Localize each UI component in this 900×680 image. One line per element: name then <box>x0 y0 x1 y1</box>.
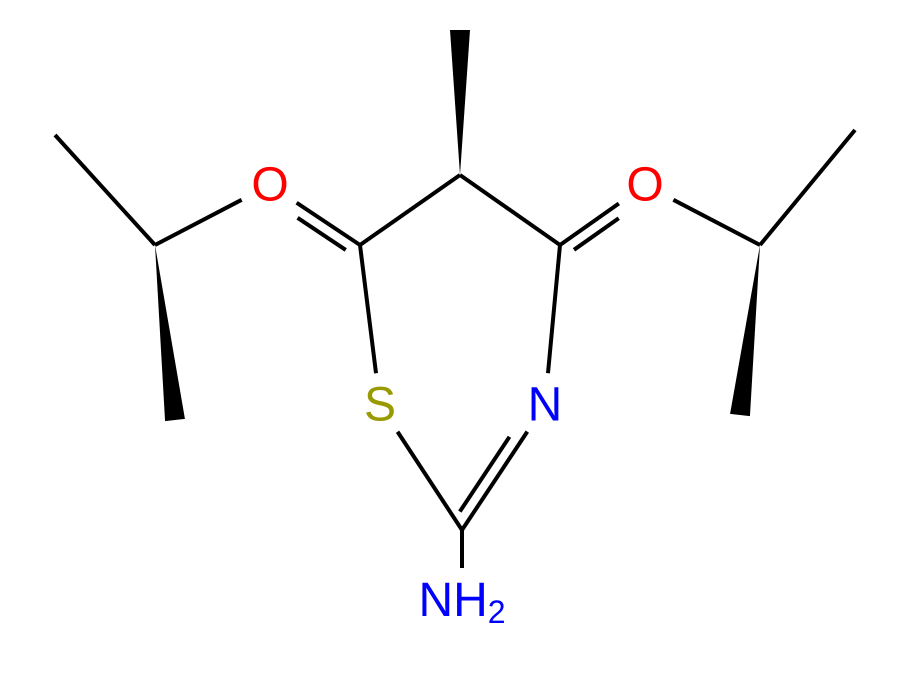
bond <box>574 218 619 250</box>
bond <box>298 218 346 250</box>
atom-label: O <box>626 159 663 212</box>
wedge-bond <box>155 245 185 421</box>
bond <box>460 175 560 245</box>
bond <box>673 200 760 245</box>
atom-label: O <box>251 159 288 212</box>
bond <box>155 200 242 245</box>
wedge-bond <box>730 245 760 416</box>
wedge-bond <box>450 30 470 175</box>
bond <box>360 175 460 245</box>
bond <box>55 135 155 245</box>
atom-label: NH2 <box>418 574 505 631</box>
bond <box>462 432 527 530</box>
atom-label: S <box>364 379 396 432</box>
bond <box>548 245 560 373</box>
bond <box>760 130 855 245</box>
bond <box>398 432 462 530</box>
bond <box>360 245 376 373</box>
atom-label: N <box>528 379 563 432</box>
bond <box>460 437 510 512</box>
